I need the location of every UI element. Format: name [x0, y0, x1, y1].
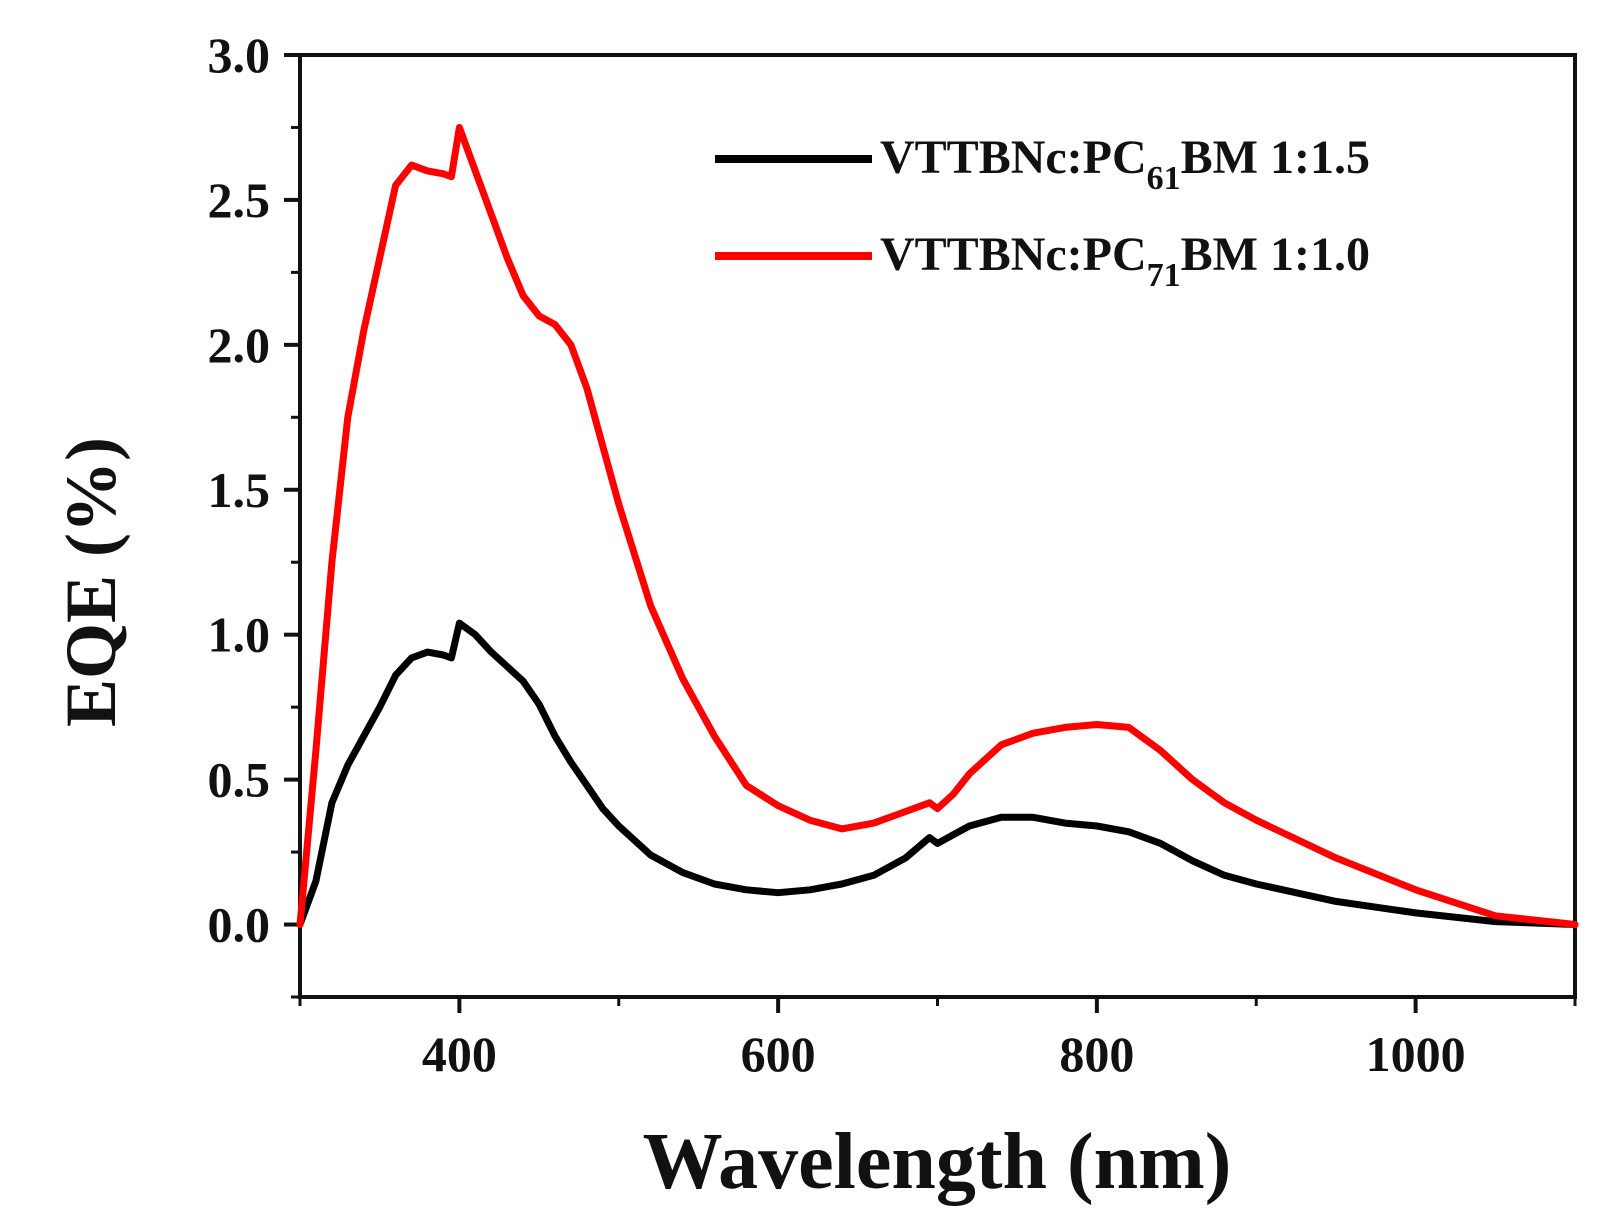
x-axis-title: Wavelength (nm)	[643, 1118, 1232, 1206]
y-tick-label: 0.0	[208, 897, 271, 953]
y-tick-label: 2.0	[208, 317, 271, 373]
legend-label-suffix: BM 1:1.0	[1181, 228, 1370, 281]
legend-label-prefix: VTTBNc:PC	[880, 131, 1147, 184]
series-line-1	[296, 619, 1579, 928]
x-tick-label: 400	[422, 1026, 497, 1082]
legend-label-prefix: VTTBNc:PC	[880, 228, 1147, 281]
legend-label-suffix: BM 1:1.5	[1181, 131, 1370, 184]
x-tick-label: 600	[741, 1026, 816, 1082]
y-tick-label: 3.0	[208, 27, 271, 83]
legend-label-subscript: 61	[1147, 160, 1181, 197]
x-tick-labels: 400 600 800 1000	[422, 1026, 1466, 1082]
y-axis-title: EQE (%)	[51, 437, 131, 727]
series-line-2	[296, 124, 1579, 928]
x-tick-label: 1000	[1366, 1026, 1466, 1082]
y-tick-label: 1.0	[208, 607, 271, 663]
legend-label-1: VTTBNc:PC61BM 1:1.5	[880, 131, 1370, 197]
series-lines	[296, 124, 1579, 928]
legend-label-subscript: 71	[1147, 257, 1181, 294]
y-tick-labels: 0.0 0.5 1.0 1.5 2.0 2.5 3.0	[208, 27, 271, 953]
legend-label-2: VTTBNc:PC71BM 1:1.0	[880, 228, 1370, 294]
y-tick-label: 0.5	[208, 752, 271, 808]
plot-frame	[298, 53, 1577, 999]
axis-ticks	[284, 53, 1577, 1013]
x-tick-label: 800	[1059, 1026, 1134, 1082]
y-tick-label: 2.5	[208, 172, 271, 228]
y-tick-label: 1.5	[208, 462, 271, 518]
